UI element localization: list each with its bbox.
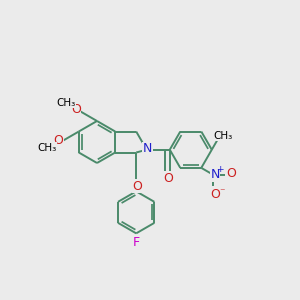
Text: CH₃: CH₃ (56, 98, 75, 108)
Text: O: O (164, 172, 174, 185)
Text: +: + (216, 165, 224, 174)
Text: O: O (71, 103, 81, 116)
Text: O: O (227, 167, 237, 180)
Text: O: O (210, 188, 220, 201)
Text: F: F (133, 236, 140, 249)
Text: O: O (54, 134, 64, 148)
Text: N: N (143, 142, 152, 155)
Text: N: N (210, 168, 220, 181)
Text: CH₃: CH₃ (214, 131, 233, 141)
Text: ⁻: ⁻ (219, 187, 225, 197)
Text: CH₃: CH₃ (37, 143, 56, 153)
Text: O: O (132, 179, 142, 193)
